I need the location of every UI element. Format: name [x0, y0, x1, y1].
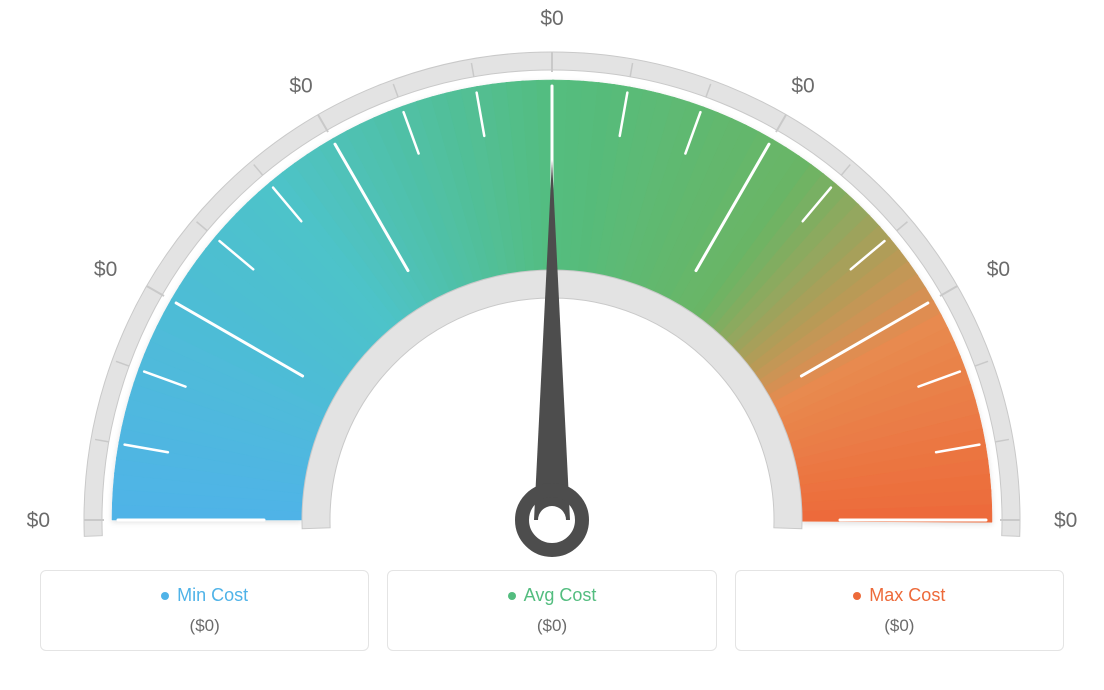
- legend-card-avg: Avg Cost ($0): [387, 570, 716, 651]
- legend-dot-avg: [508, 592, 516, 600]
- legend-title-avg: Avg Cost: [508, 585, 597, 606]
- svg-text:$0: $0: [791, 74, 814, 97]
- svg-text:$0: $0: [1054, 509, 1077, 532]
- svg-text:$0: $0: [94, 258, 117, 281]
- legend-value-max: ($0): [746, 616, 1053, 636]
- legend-label-max: Max Cost: [869, 585, 945, 606]
- legend-row: Min Cost ($0) Avg Cost ($0) Max Cost ($0…: [0, 570, 1104, 651]
- legend-value-min: ($0): [51, 616, 358, 636]
- legend-title-min: Min Cost: [161, 585, 248, 606]
- legend-label-min: Min Cost: [177, 585, 248, 606]
- svg-text:$0: $0: [540, 7, 563, 30]
- legend-value-avg: ($0): [398, 616, 705, 636]
- legend-card-max: Max Cost ($0): [735, 570, 1064, 651]
- svg-text:$0: $0: [987, 258, 1010, 281]
- legend-card-min: Min Cost ($0): [40, 570, 369, 651]
- legend-dot-min: [161, 592, 169, 600]
- legend-label-avg: Avg Cost: [524, 585, 597, 606]
- svg-text:$0: $0: [27, 509, 50, 532]
- svg-text:$0: $0: [289, 74, 312, 97]
- legend-title-max: Max Cost: [853, 585, 945, 606]
- gauge-chart: $0 $0 $0 $0 $0 $0 $0: [0, 0, 1104, 570]
- gauge-svg: $0 $0 $0 $0 $0 $0 $0: [0, 0, 1104, 570]
- legend-dot-max: [853, 592, 861, 600]
